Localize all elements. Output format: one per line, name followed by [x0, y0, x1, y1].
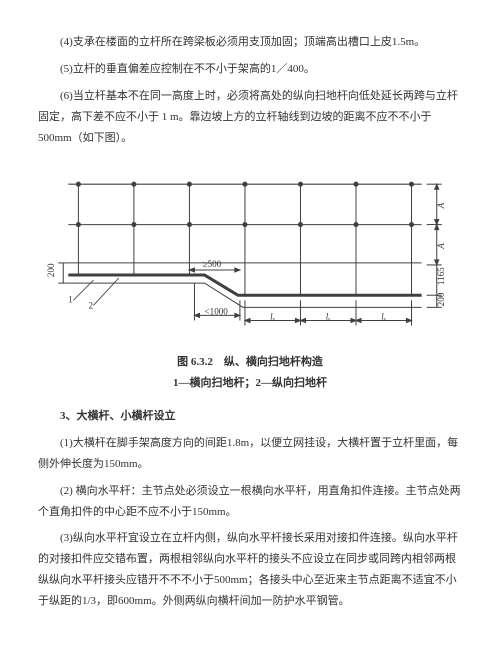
annot-ge500: ≥500 [203, 259, 222, 269]
annot-A2: A [436, 243, 446, 250]
section-3-p1: (1)大横杆在脚手架高度方向的间距1.8m，以便立网挂设，大横杆置于立杆里面，每… [38, 433, 462, 475]
annot-A1: A [436, 203, 446, 210]
annot-200l: 200 [46, 263, 56, 277]
section-3-p3: (3)纵向水平杆宜设立在立杆内侧，纵向水平杆接长采用对接扣件连接。纵向水平杆的对… [38, 528, 462, 612]
leader-2: 2 [88, 301, 93, 311]
annot-iv3: lᵥ [381, 312, 387, 322]
paragraph-6: (6)当立杆基本不在同一高度上时，必须将高处的纵向扫地杆向低处延长两跨与立杆固定… [38, 86, 462, 149]
annot-1165: 1165 [436, 267, 446, 285]
leader-1: 1 [68, 295, 73, 305]
figure-6-3-2: ≥500 1 2 200 <1000 lᵥ lᵥ lᵥ A A 1165 200 [38, 164, 462, 346]
paragraph-5: (5)立杆的垂直偏差应控制在不不小于架高的1／400。 [38, 59, 462, 80]
annot-iv2: lᵥ [326, 312, 332, 322]
section-3-p2: (2) 横向水平杆：主节点处必须设立一根横向水平杆，用直角扣件连接。主节点处两个… [38, 481, 462, 523]
annot-lt1000: <1000 [205, 307, 229, 317]
annot-200r: 200 [436, 293, 446, 307]
figure-legend: 1—横向扫地杆；2—纵向扫地杆 [38, 373, 462, 394]
paragraph-4: (4)支承在楼面的立杆所在跨梁板必须用支顶加固；顶端高出槽口上皮1.5m。 [38, 32, 462, 53]
section-3-head: 3、大横杆、小横杆设立 [38, 406, 462, 427]
annot-iv1: lᵥ [270, 312, 276, 322]
figure-caption: 图 6.3.2 纵、横向扫地杆构造 [38, 352, 462, 373]
